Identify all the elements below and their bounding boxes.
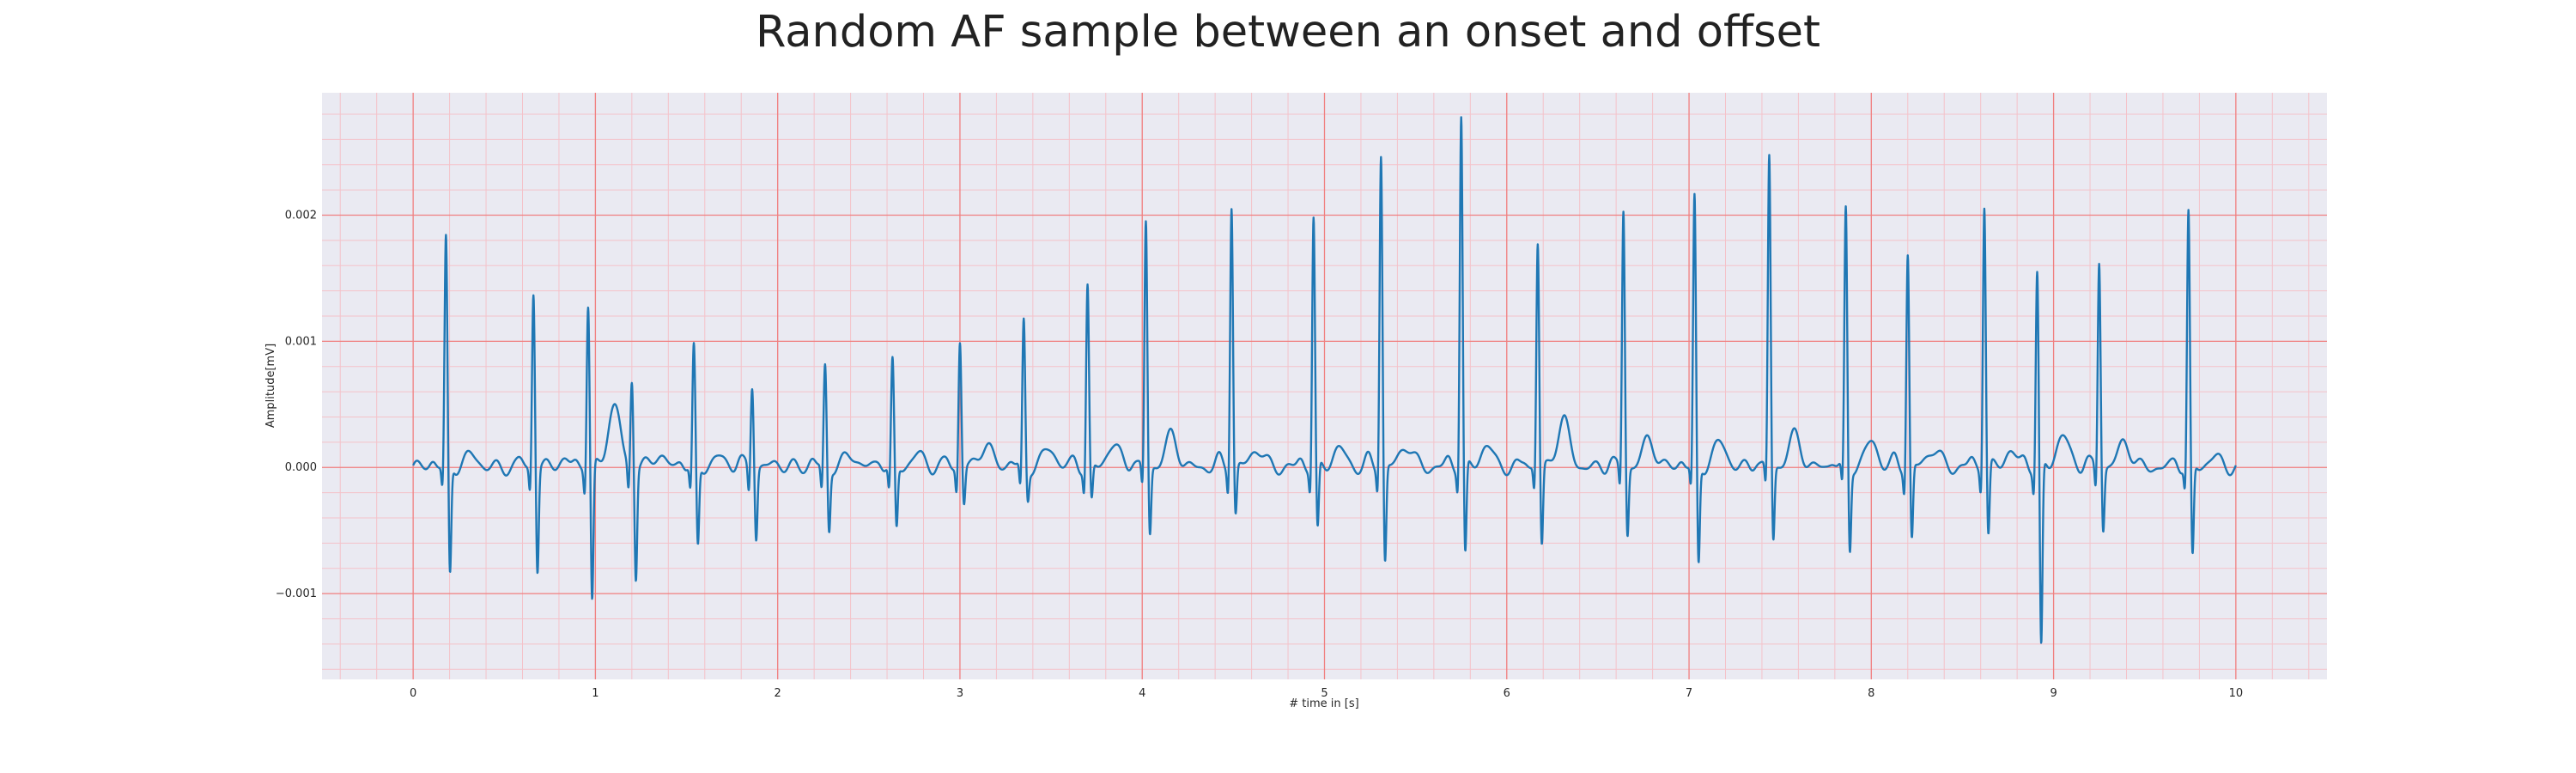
x-tick-label: 2 [775,687,781,700]
x-axis-label: # time in [s] [1289,697,1358,710]
x-tick-label: 9 [2050,687,2057,700]
x-tick-label: 5 [1321,687,1327,700]
x-tick-label: 8 [1868,687,1874,700]
x-tick-label: 1 [592,687,598,700]
x-tick-label: 3 [957,687,963,700]
x-tick-label: 10 [2229,687,2244,700]
y-tick-label: 0.002 [285,209,317,222]
x-tick-labels: 0 1 2 3 4 5 6 7 8 9 10 [410,687,2243,700]
y-axis-label: Amplitude[mV] [264,344,277,428]
y-tick-label: 0.000 [285,461,317,474]
y-tick-label: −0.001 [276,587,317,600]
y-tick-labels: −0.001 0.000 0.001 0.002 [276,209,317,600]
x-tick-label: 4 [1139,687,1145,700]
major-grid [322,93,2327,679]
chart-title: Random AF sample between an onset and of… [755,7,1821,58]
ecg-signal-line [412,116,2237,644]
x-tick-label: 6 [1504,687,1510,700]
x-tick-label: 7 [1686,687,1692,700]
y-tick-label: 0.001 [285,335,317,348]
x-tick-label: 0 [410,687,416,700]
